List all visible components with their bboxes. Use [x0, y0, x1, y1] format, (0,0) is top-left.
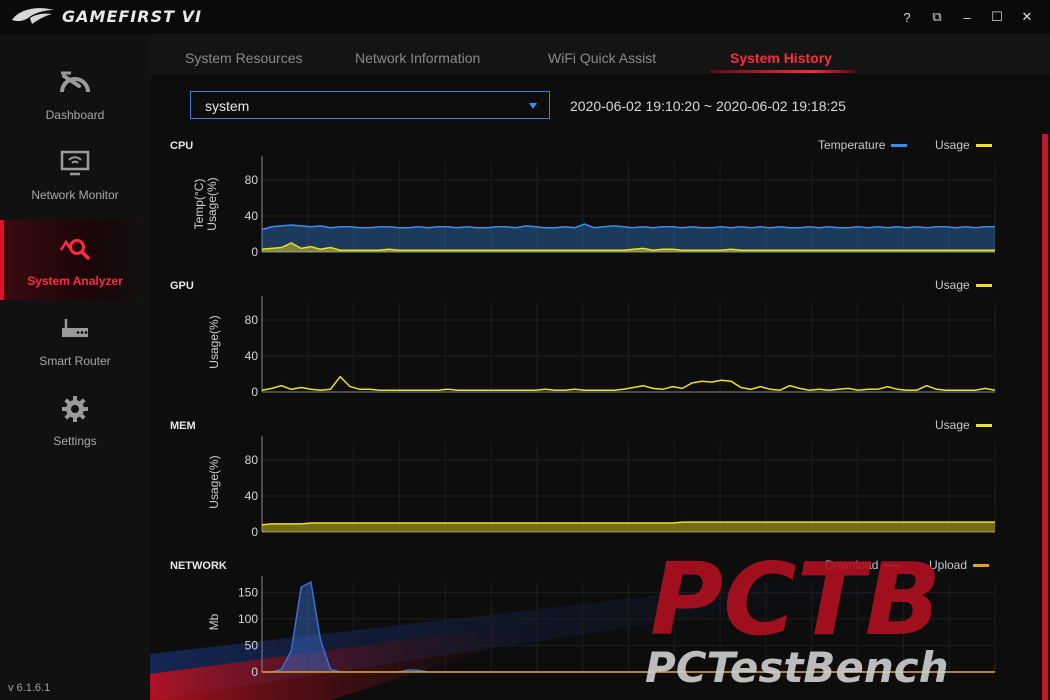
network-section-title: NETWORK [170, 560, 227, 572]
sidebar-item-label: Settings [53, 434, 97, 448]
mem-series-usage-area [262, 522, 995, 532]
sidebar: Dashboard Network Monitor System Analyze… [0, 34, 150, 700]
tab-bar: System Resources Network Information WiF… [150, 34, 1050, 74]
cpu-y-tick-label: 40 [245, 209, 259, 223]
tab-system-resources[interactable]: System Resources [185, 50, 303, 66]
maximize-button[interactable]: ☐ [991, 9, 1003, 24]
legend-swatch [975, 143, 992, 147]
legend-label: Temperature [818, 138, 886, 152]
time-range: 2020-06-02 19:10:20 ~ 2020-06-02 19:18:2… [570, 98, 846, 114]
network-legend-download: Download [825, 558, 901, 572]
process-dropdown[interactable]: system [190, 91, 550, 119]
active-tab-underline [710, 70, 855, 73]
mem-y-tick-label: 40 [245, 489, 259, 503]
network-y-tick-label: 50 [245, 639, 259, 653]
legend-swatch [975, 283, 992, 287]
title-bar: GAMEFIRST VI ? ⧉ – ☐ ✕ [0, 0, 1050, 34]
cpu-legend-temperature: Temperature [818, 138, 908, 152]
legend-swatch [975, 423, 992, 427]
version-label: v 6.1.6.1 [8, 682, 51, 694]
legend-swatch [973, 563, 990, 567]
gear-icon [62, 392, 88, 426]
tab-system-history[interactable]: System History [730, 50, 832, 66]
mem-legend-usage: Usage [935, 418, 992, 432]
sidebar-item-smart-router[interactable]: Smart Router [0, 300, 150, 380]
cpu-y-tick-label: 80 [245, 173, 259, 187]
window-controls: ? ⧉ – ☐ ✕ [892, 6, 1042, 28]
help-button[interactable]: ? [903, 9, 911, 25]
monitor-wifi-icon [60, 146, 90, 180]
sidebar-item-label: System Analyzer [27, 274, 123, 288]
scrollbar-thumb[interactable] [1042, 134, 1048, 700]
background-swoosh [150, 554, 1050, 700]
legend-label: Upload [929, 558, 968, 572]
router-icon [60, 312, 90, 346]
legend-swatch [891, 143, 908, 147]
analyzer-magnifier-icon [59, 232, 91, 266]
sidebar-item-settings[interactable]: Settings [0, 380, 150, 460]
legend-label: Usage [935, 138, 970, 152]
network-legend-upload: Upload [929, 558, 990, 572]
network-y-tick-label: 150 [238, 586, 258, 600]
legend-label: Usage [935, 418, 970, 432]
mem-y-tick-label: 0 [251, 525, 258, 539]
main-panel: System Resources Network Information WiF… [150, 34, 1050, 700]
tab-wifi-quick-assist[interactable]: WiFi Quick Assist [548, 50, 657, 66]
mem-y-tick-label: 80 [245, 453, 259, 467]
app-title: GAMEFIRST VI [62, 6, 202, 26]
mini-mode-button[interactable]: ⧉ [932, 9, 942, 24]
rog-eye-icon [12, 8, 54, 24]
process-dropdown-value: system [205, 98, 250, 114]
gpu-y-tick-label: 0 [251, 385, 258, 399]
gpu-legend-usage: Usage [935, 278, 992, 292]
speedometer-icon [59, 66, 91, 100]
network-y-tick-label: 0 [251, 665, 258, 679]
gpu-section-title: GPU [170, 280, 194, 292]
sidebar-item-label: Network Monitor [31, 188, 119, 202]
gpu-y-tick-label: 40 [245, 349, 259, 363]
tab-network-information[interactable]: Network Information [355, 50, 481, 66]
chevron-down-icon [529, 103, 537, 109]
cpu-series-usage-line [261, 242, 995, 251]
cpu-series-temperature-line [261, 223, 995, 231]
mem-section-title: MEM [170, 420, 196, 432]
cpu-legend-usage: Usage [935, 138, 992, 152]
mem-series-usage-line [261, 521, 995, 526]
legend-label: Download [825, 558, 879, 572]
cpu-y-tick-label: 0 [251, 245, 258, 259]
legend-swatch [884, 563, 901, 567]
gpu-y-tick-label: 80 [245, 313, 259, 327]
cpu-series-temperature-area [262, 224, 995, 252]
sidebar-item-dashboard[interactable]: Dashboard [0, 54, 150, 134]
legend-label: Usage [935, 278, 970, 292]
cpu-section-title: CPU [170, 140, 194, 152]
gpu-series-usage-line [261, 375, 996, 391]
network-y-tick-label: 100 [238, 612, 258, 626]
app-logo: GAMEFIRST VI [10, 4, 202, 28]
history-charts: 0 40 80 0 40 80 0 40 80 0 50 100 150 [238, 156, 996, 679]
sidebar-item-label: Dashboard [45, 108, 105, 122]
sidebar-item-label: Smart Router [39, 354, 111, 368]
minimize-button[interactable]: – [963, 9, 971, 25]
sidebar-item-system-analyzer[interactable]: System Analyzer [0, 220, 150, 300]
close-button[interactable]: ✕ [1021, 9, 1033, 24]
sidebar-item-network-monitor[interactable]: Network Monitor [0, 134, 150, 214]
